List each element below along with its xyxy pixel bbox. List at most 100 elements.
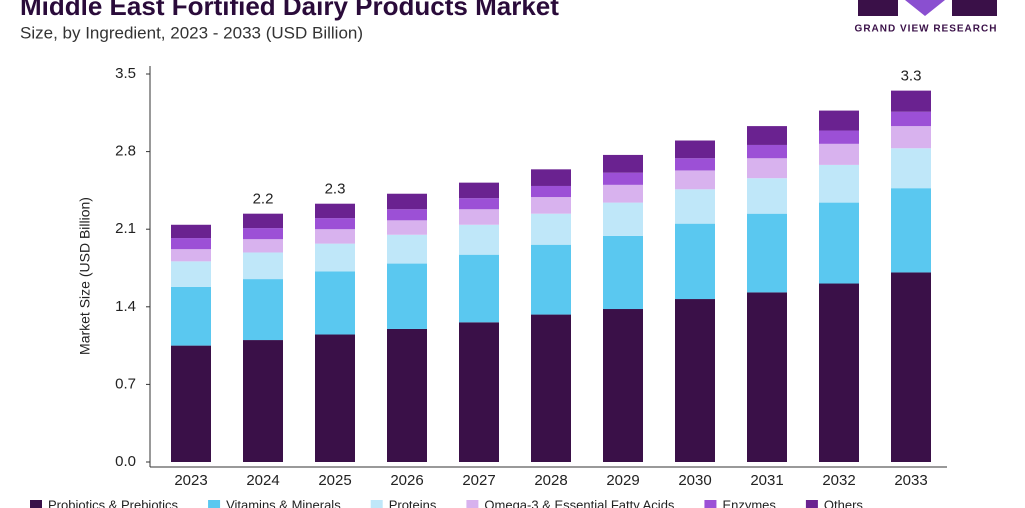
bar-segment — [243, 279, 283, 341]
bar-segment — [531, 197, 571, 214]
legend-label: Omega-3 & Essential Fatty Acids — [484, 497, 675, 508]
bar-segment — [387, 193, 427, 210]
legend-swatch — [805, 500, 818, 508]
y-tick-label: 3.5 — [115, 65, 136, 82]
bar-segment — [171, 261, 211, 287]
x-tick-label: 2027 — [462, 472, 495, 489]
bar-segment — [891, 148, 931, 189]
legend-label: Enzymes — [722, 497, 776, 508]
x-tick-label: 2024 — [246, 472, 279, 489]
x-tick-label: 2033 — [894, 472, 927, 489]
bar-segment — [459, 224, 499, 255]
bar-segment — [387, 328, 427, 462]
legend-swatch — [466, 500, 479, 508]
legend-label: Proteins — [389, 497, 437, 508]
bar-segment — [747, 178, 787, 214]
y-tick-label: 0.7 — [115, 375, 136, 392]
bar-segment — [819, 143, 859, 165]
x-tick-label: 2026 — [390, 472, 423, 489]
y-tick-label: 2.8 — [115, 143, 136, 160]
y-axis-label: Market Size (USD Billion) — [77, 197, 93, 355]
total-label: 2.2 — [253, 191, 274, 208]
bar-segment — [675, 170, 715, 190]
bar-segment — [531, 169, 571, 186]
bar-segment — [603, 184, 643, 203]
bar-segment — [531, 185, 571, 198]
bar-segment — [747, 213, 787, 293]
bar-segment — [675, 223, 715, 300]
bar-segment — [315, 243, 355, 272]
bar-segment — [891, 111, 931, 127]
bar-segment — [891, 90, 931, 112]
bar-segment — [459, 322, 499, 462]
legend-swatch — [370, 500, 383, 508]
bar-segment — [531, 244, 571, 315]
x-tick-label: 2031 — [750, 472, 783, 489]
bar-segment — [459, 209, 499, 225]
chart-subtitle: Size, by Ingredient, 2023 - 2033 (USD Bi… — [20, 23, 363, 42]
bar-segment — [675, 299, 715, 462]
legend-label: Others — [824, 497, 864, 508]
bar-segment — [387, 220, 427, 235]
bar-segment — [315, 218, 355, 230]
bar-segment — [603, 172, 643, 185]
brand: GRAND VIEW RESEARCH — [855, 24, 998, 35]
total-label: 3.3 — [901, 68, 922, 85]
legend-label: Probiotics & Prebiotics — [48, 497, 179, 508]
bar-segment — [819, 283, 859, 462]
total-label: 2.3 — [325, 181, 346, 198]
x-tick-label: 2023 — [174, 472, 207, 489]
bar-segment — [315, 271, 355, 335]
bar-segment — [459, 182, 499, 199]
legend-swatch — [208, 500, 221, 508]
bar-segment — [603, 309, 643, 462]
bar-segment — [171, 224, 211, 239]
x-tick-label: 2030 — [678, 472, 711, 489]
bar-segment — [171, 238, 211, 250]
bar-segment — [459, 198, 499, 210]
bar-segment — [603, 202, 643, 236]
bar-segment — [747, 144, 787, 159]
legend-swatch — [704, 500, 717, 508]
bar-segment — [603, 235, 643, 310]
bar-segment — [603, 154, 643, 173]
bar-segment — [891, 126, 931, 149]
bar-segment — [819, 130, 859, 144]
chart-title: Middle East Fortified Dairy Products Mar… — [20, 0, 559, 21]
bar-segment — [315, 334, 355, 462]
bar-segment — [819, 202, 859, 284]
bar-segment — [171, 345, 211, 462]
logo: GRAND VIEW RESEARCH — [855, 0, 998, 35]
bar-segment — [459, 254, 499, 323]
bar-segment — [171, 286, 211, 346]
bar-segment — [747, 126, 787, 145]
bar-segment — [675, 140, 715, 159]
x-tick-label: 2025 — [318, 472, 351, 489]
legend-swatch — [30, 500, 42, 508]
bar-segment — [243, 213, 283, 229]
x-tick-label: 2028 — [534, 472, 567, 489]
x-tick-label: 2029 — [606, 472, 639, 489]
y-tick-label: 0.0 — [115, 453, 136, 470]
bar-segment — [891, 188, 931, 273]
bar-segment — [819, 110, 859, 131]
bar-segment — [747, 158, 787, 179]
bar-segment — [675, 158, 715, 171]
bar-segment — [747, 292, 787, 462]
bar-segment — [531, 213, 571, 245]
bar-segment — [171, 249, 211, 262]
bar-segment — [315, 229, 355, 244]
bar-segment — [243, 340, 283, 462]
bar-segment — [387, 234, 427, 264]
bar-segment — [315, 203, 355, 219]
y-tick-label: 2.1 — [115, 220, 136, 237]
x-tick-label: 2032 — [822, 472, 855, 489]
bar-segment — [531, 314, 571, 462]
bar-segment — [675, 189, 715, 224]
bar-segment — [243, 252, 283, 280]
y-tick-label: 1.4 — [115, 298, 136, 315]
bar-segment — [387, 209, 427, 221]
bar-segment — [243, 239, 283, 253]
bar-segment — [243, 228, 283, 240]
